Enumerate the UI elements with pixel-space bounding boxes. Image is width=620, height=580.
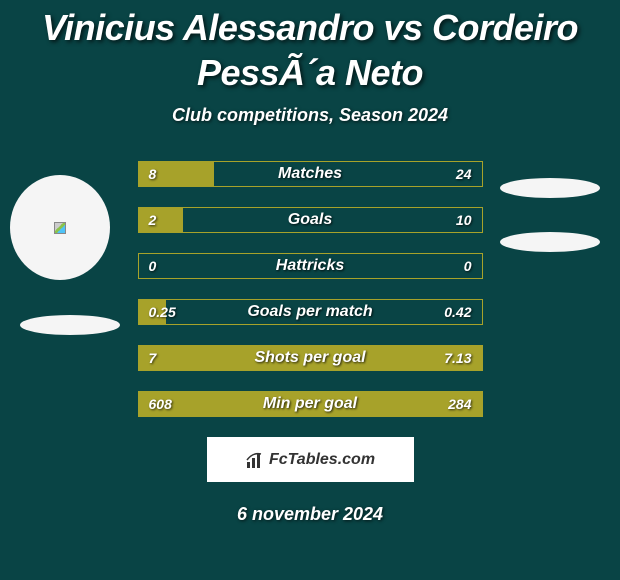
stat-value-right: 7.13	[444, 350, 471, 366]
stat-row: Goals per match 0.25 0.42	[138, 299, 483, 325]
chart-icon	[245, 450, 265, 470]
stat-label: Shots per goal	[254, 349, 365, 367]
stat-row: Min per goal 608 284	[138, 391, 483, 417]
comparison-infographic: Vinicius Alessandro vs Cordeiro PessÃ´a …	[0, 0, 620, 580]
stat-bar-right	[214, 162, 482, 186]
stat-row: Goals 2 10	[138, 207, 483, 233]
stat-label: Hattricks	[276, 257, 344, 275]
stats-bars: Matches 8 24 Goals 2 10 Hattricks 0 0 Goals per m…	[138, 161, 483, 417]
stat-bar-left	[139, 208, 184, 232]
stat-value-left: 7	[149, 350, 157, 366]
stat-value-right: 0.42	[444, 304, 471, 320]
watermark-text: FcTables.com	[269, 451, 375, 469]
stat-value-right: 24	[456, 166, 472, 182]
page-title: Vinicius Alessandro vs Cordeiro PessÃ´a …	[10, 5, 610, 105]
player2-team-logo-1	[500, 178, 600, 198]
stat-value-left: 608	[149, 396, 172, 412]
stat-value-left: 2	[149, 212, 157, 228]
stat-value-left: 0	[149, 258, 157, 274]
stat-value-right: 0	[464, 258, 472, 274]
date-text: 6 november 2024	[10, 504, 610, 525]
stat-value-left: 8	[149, 166, 157, 182]
player1-avatar	[10, 175, 110, 280]
stat-bar-right	[183, 208, 481, 232]
stat-label: Min per goal	[263, 395, 357, 413]
stat-row: Shots per goal 7 7.13	[138, 345, 483, 371]
stat-value-right: 10	[456, 212, 472, 228]
subtitle: Club competitions, Season 2024	[10, 105, 610, 126]
stat-label: Goals	[288, 211, 332, 229]
watermark: FcTables.com	[207, 437, 414, 482]
stat-value-left: 0.25	[149, 304, 176, 320]
stat-value-right: 284	[448, 396, 471, 412]
stat-label: Goals per match	[247, 303, 372, 321]
stat-row: Matches 8 24	[138, 161, 483, 187]
player2-team-logo-2	[500, 232, 600, 252]
stat-row: Hattricks 0 0	[138, 253, 483, 279]
stat-label: Matches	[278, 165, 342, 183]
player1-team-logo	[20, 315, 120, 335]
placeholder-icon	[54, 222, 66, 234]
